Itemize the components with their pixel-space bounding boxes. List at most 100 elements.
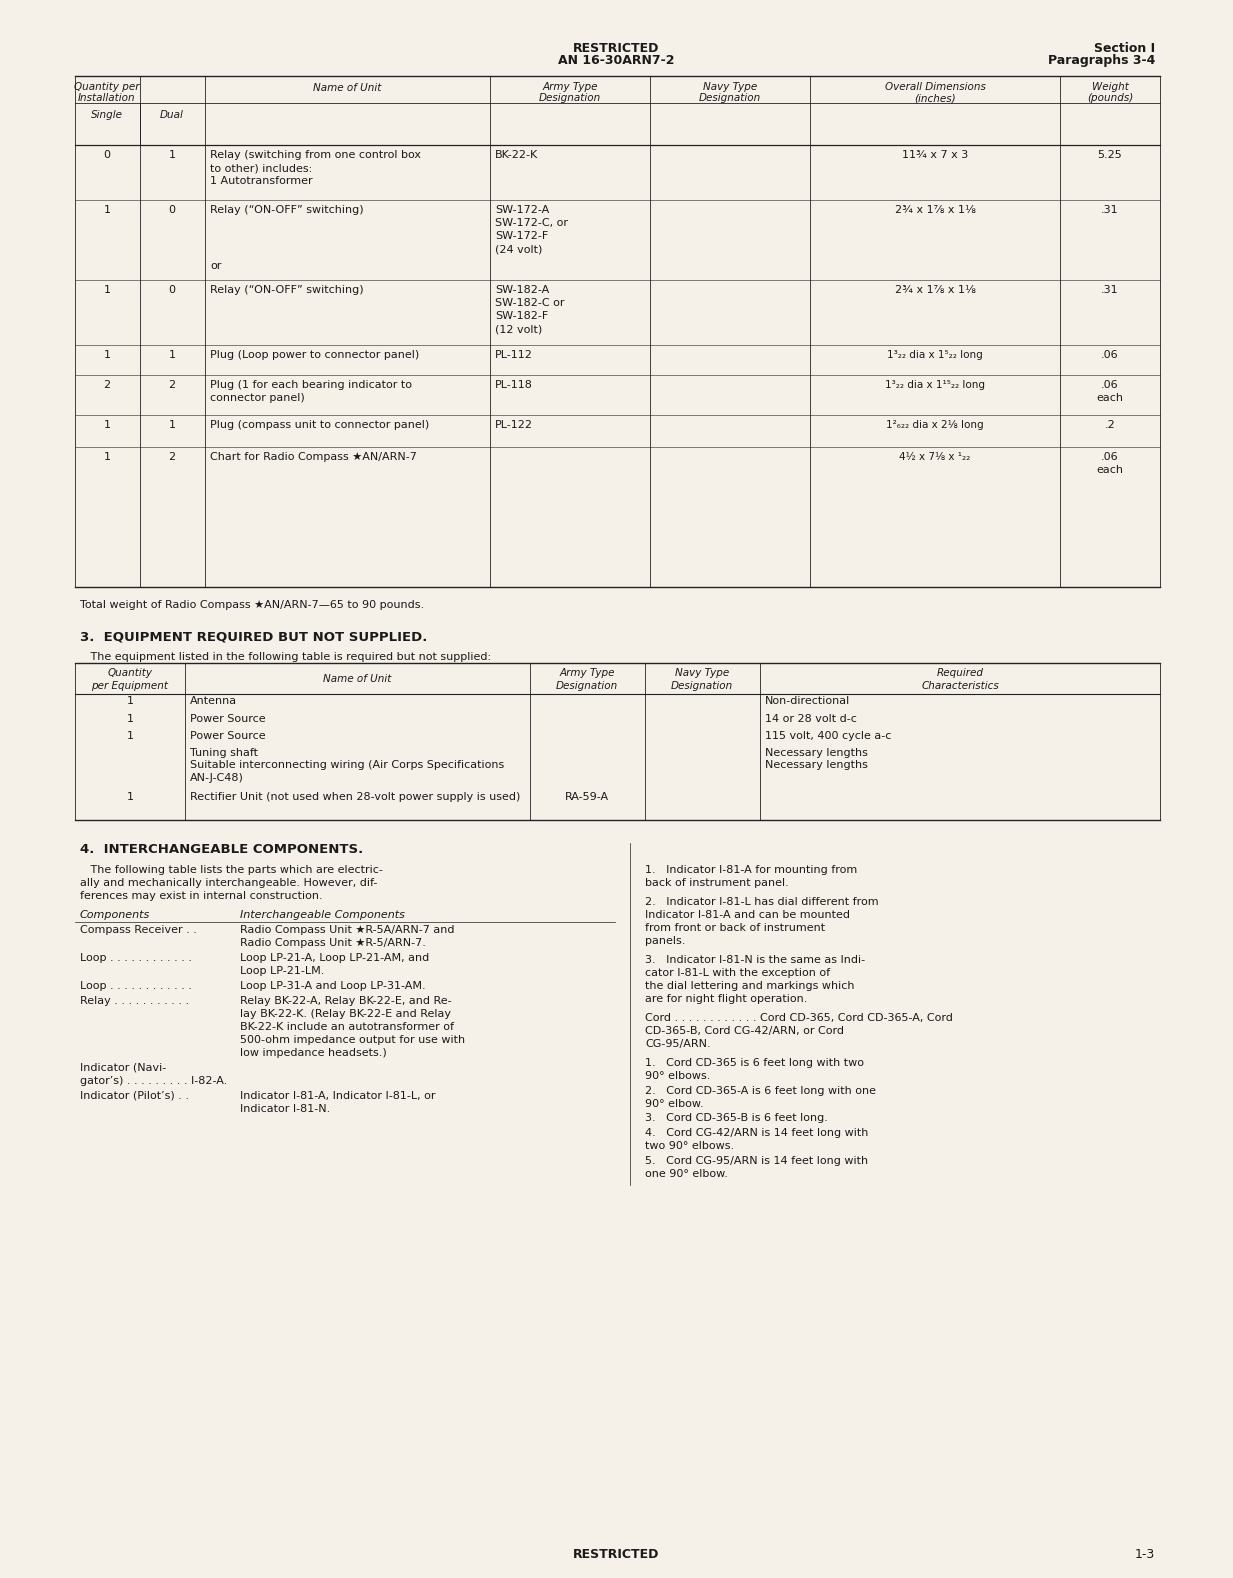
Text: 2.   Indicator I-81-L has dial different from: 2. Indicator I-81-L has dial different f…: [645, 896, 879, 907]
Text: Overall Dimensions: Overall Dimensions: [884, 82, 985, 92]
Text: RESTRICTED: RESTRICTED: [573, 43, 660, 55]
Text: Designation: Designation: [539, 93, 602, 103]
Text: Required: Required: [937, 667, 984, 679]
Text: (12 volt): (12 volt): [494, 323, 543, 335]
Text: Quantity per: Quantity per: [74, 82, 139, 92]
Text: Chart for Radio Compass ★AN/ARN-7: Chart for Radio Compass ★AN/ARN-7: [210, 451, 417, 462]
Text: 1: 1: [127, 792, 133, 802]
Text: Dual: Dual: [160, 110, 184, 120]
Text: ally and mechanically interchangeable. However, dif-: ally and mechanically interchangeable. H…: [80, 877, 377, 888]
Text: 2: 2: [169, 380, 175, 390]
Text: 500-ohm impedance output for use with: 500-ohm impedance output for use with: [240, 1035, 465, 1045]
Text: 14 or 28 volt d-c: 14 or 28 volt d-c: [764, 713, 857, 724]
Text: back of instrument panel.: back of instrument panel.: [645, 877, 789, 888]
Text: Army Type: Army Type: [543, 82, 598, 92]
Text: Weight: Weight: [1091, 82, 1128, 92]
Text: .2: .2: [1105, 420, 1116, 429]
Text: SW-172-F: SW-172-F: [494, 230, 549, 241]
Text: Characteristics: Characteristics: [921, 682, 999, 691]
Text: Army Type: Army Type: [560, 667, 615, 679]
Text: 3.   Indicator I-81-N is the same as Indi-: 3. Indicator I-81-N is the same as Indi-: [645, 955, 866, 966]
Text: 1: 1: [104, 286, 111, 295]
Text: 1: 1: [127, 713, 133, 724]
Text: Power Source: Power Source: [190, 713, 265, 724]
Text: 0: 0: [104, 150, 111, 159]
Text: AN 16-30ARN7-2: AN 16-30ARN7-2: [557, 54, 674, 66]
Text: Name of Unit: Name of Unit: [313, 84, 381, 93]
Text: Plug (Loop power to connector panel): Plug (Loop power to connector panel): [210, 350, 419, 360]
Text: 2: 2: [104, 380, 111, 390]
Text: 4.  INTERCHANGEABLE COMPONENTS.: 4. INTERCHANGEABLE COMPONENTS.: [80, 843, 364, 855]
Text: ferences may exist in internal construction.: ferences may exist in internal construct…: [80, 892, 323, 901]
Text: 1: 1: [169, 350, 175, 360]
Text: .31: .31: [1101, 286, 1118, 295]
Text: each: each: [1096, 466, 1123, 475]
Text: Loop . . . . . . . . . . . .: Loop . . . . . . . . . . . .: [80, 953, 192, 963]
Text: 2.   Cord CD-365-A is 6 feet long with one: 2. Cord CD-365-A is 6 feet long with one: [645, 1086, 875, 1097]
Text: the dial lettering and markings which: the dial lettering and markings which: [645, 982, 854, 991]
Text: are for night flight operation.: are for night flight operation.: [645, 994, 808, 1004]
Text: PL-118: PL-118: [494, 380, 533, 390]
Text: 4½ x 7⅛ x ¹₂₂: 4½ x 7⅛ x ¹₂₂: [899, 451, 970, 462]
Text: Suitable interconnecting wiring (Air Corps Specifications: Suitable interconnecting wiring (Air Cor…: [190, 761, 504, 770]
Text: 1: 1: [104, 420, 111, 429]
Text: 2: 2: [169, 451, 175, 462]
Text: Rectifier Unit (not used when 28-volt power supply is used): Rectifier Unit (not used when 28-volt po…: [190, 792, 520, 802]
Text: 11¾ x 7 x 3: 11¾ x 7 x 3: [901, 150, 968, 159]
Text: AN-J-C48): AN-J-C48): [190, 773, 244, 783]
Text: Necessary lengths: Necessary lengths: [764, 761, 868, 770]
Text: 0: 0: [169, 205, 175, 215]
Text: two 90° elbows.: two 90° elbows.: [645, 1141, 734, 1150]
Text: 2¾ x 1⅞ x 1⅛: 2¾ x 1⅞ x 1⅛: [895, 286, 975, 295]
Text: 1: 1: [104, 350, 111, 360]
Text: 1²₆₂₂ dia x 2⅛ long: 1²₆₂₂ dia x 2⅛ long: [887, 420, 984, 429]
Text: SW-172-A: SW-172-A: [494, 205, 549, 215]
Text: 4.   Cord CG-42/ARN is 14 feet long with: 4. Cord CG-42/ARN is 14 feet long with: [645, 1128, 868, 1138]
Text: BK-22-K include an autotransformer of: BK-22-K include an autotransformer of: [240, 1023, 454, 1032]
Text: 1: 1: [104, 205, 111, 215]
Text: Components: Components: [80, 911, 150, 920]
Text: gator’s) . . . . . . . . . I-82-A.: gator’s) . . . . . . . . . I-82-A.: [80, 1076, 227, 1086]
Text: Designation: Designation: [671, 682, 734, 691]
Text: .06: .06: [1101, 350, 1118, 360]
Text: cator I-81-L with the exception of: cator I-81-L with the exception of: [645, 967, 830, 978]
Text: Navy Type: Navy Type: [703, 82, 757, 92]
Text: .06: .06: [1101, 451, 1118, 462]
Text: PL-112: PL-112: [494, 350, 533, 360]
Text: 115 volt, 400 cycle a-c: 115 volt, 400 cycle a-c: [764, 731, 891, 742]
Text: Quantity: Quantity: [107, 667, 153, 679]
Text: Single: Single: [91, 110, 123, 120]
Text: 1: 1: [169, 150, 175, 159]
Text: SW-182-A: SW-182-A: [494, 286, 549, 295]
Text: SW-182-C or: SW-182-C or: [494, 298, 565, 308]
Text: Navy Type: Navy Type: [674, 667, 729, 679]
Text: each: each: [1096, 393, 1123, 402]
Text: one 90° elbow.: one 90° elbow.: [645, 1169, 727, 1179]
Text: 0: 0: [169, 286, 175, 295]
Text: Interchangeable Components: Interchangeable Components: [240, 911, 404, 920]
Text: Antenna: Antenna: [190, 696, 237, 705]
Text: CD-365-B, Cord CG-42/ARN, or Cord: CD-365-B, Cord CG-42/ARN, or Cord: [645, 1026, 845, 1037]
Text: Installation: Installation: [78, 93, 136, 103]
Text: (pounds): (pounds): [1086, 93, 1133, 103]
Text: Relay (switching from one control box: Relay (switching from one control box: [210, 150, 420, 159]
Text: Tuning shaft: Tuning shaft: [190, 748, 258, 757]
Text: Radio Compass Unit ★R-5A/ARN-7 and: Radio Compass Unit ★R-5A/ARN-7 and: [240, 925, 455, 936]
Text: 5.25: 5.25: [1097, 150, 1122, 159]
Text: The following table lists the parts which are electric-: The following table lists the parts whic…: [80, 865, 383, 874]
Text: Indicator I-81-A, Indicator I-81-L, or: Indicator I-81-A, Indicator I-81-L, or: [240, 1090, 435, 1101]
Text: Loop LP-21-LM.: Loop LP-21-LM.: [240, 966, 324, 977]
Text: 1: 1: [127, 696, 133, 705]
Text: 1.   Cord CD-365 is 6 feet long with two: 1. Cord CD-365 is 6 feet long with two: [645, 1057, 864, 1068]
Text: 3.   Cord CD-365-B is 6 feet long.: 3. Cord CD-365-B is 6 feet long.: [645, 1112, 827, 1124]
Text: Relay (“ON-OFF” switching): Relay (“ON-OFF” switching): [210, 205, 364, 215]
Text: 3.  EQUIPMENT REQUIRED BUT NOT SUPPLIED.: 3. EQUIPMENT REQUIRED BUT NOT SUPPLIED.: [80, 630, 428, 642]
Text: RA-59-A: RA-59-A: [565, 792, 609, 802]
Text: Total weight of Radio Compass ★AN/ARN-7—65 to 90 pounds.: Total weight of Radio Compass ★AN/ARN-7—…: [80, 600, 424, 611]
Text: 90° elbows.: 90° elbows.: [645, 1071, 710, 1081]
Text: 5.   Cord CG-95/ARN is 14 feet long with: 5. Cord CG-95/ARN is 14 feet long with: [645, 1157, 868, 1166]
Text: SW-172-C, or: SW-172-C, or: [494, 218, 568, 227]
Text: Loop LP-21-A, Loop LP-21-AM, and: Loop LP-21-A, Loop LP-21-AM, and: [240, 953, 429, 963]
Text: 1 Autotransformer: 1 Autotransformer: [210, 177, 313, 186]
Text: Section I: Section I: [1094, 43, 1155, 55]
